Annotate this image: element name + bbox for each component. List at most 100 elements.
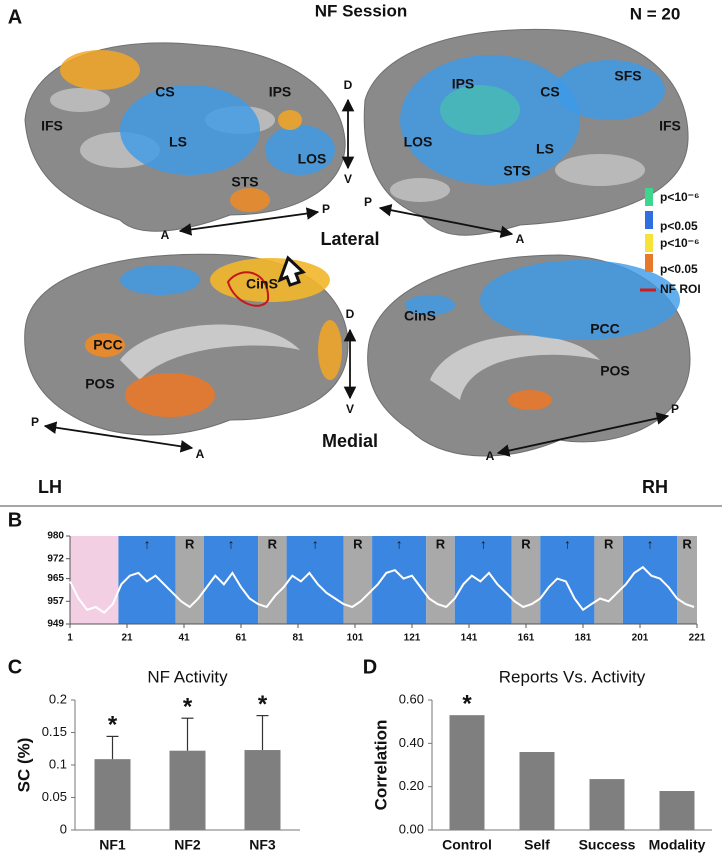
y-tick-label: 0.20 bbox=[399, 778, 424, 793]
significance-mark: * bbox=[462, 691, 472, 718]
panel-label: C bbox=[8, 656, 22, 678]
block-label: R bbox=[436, 536, 446, 551]
block bbox=[118, 536, 176, 624]
legend-swatch bbox=[645, 234, 653, 252]
legend-swatch bbox=[645, 188, 653, 206]
x-tick-label: Self bbox=[524, 837, 550, 853]
y-tick-label: 0.2 bbox=[49, 691, 67, 706]
y-tick-label: 0.05 bbox=[42, 789, 67, 804]
block bbox=[426, 536, 455, 624]
y-tick-label: 0.00 bbox=[399, 821, 424, 836]
chart-title: NF Activity bbox=[147, 667, 228, 686]
block-label: ↑ bbox=[144, 536, 151, 551]
region-label: STS bbox=[231, 174, 258, 190]
block-label: R bbox=[268, 536, 278, 551]
view-label: Lateral bbox=[320, 229, 379, 249]
brain-lateral-lh bbox=[24, 42, 346, 232]
significance-mark: * bbox=[258, 691, 268, 718]
bar bbox=[519, 752, 555, 830]
block-label: ↑ bbox=[312, 536, 319, 551]
region-label: IFS bbox=[41, 118, 63, 134]
block-label: R bbox=[521, 536, 531, 551]
y-tick-label: 972 bbox=[47, 553, 64, 564]
x-tick-label: 21 bbox=[121, 633, 133, 644]
bar bbox=[244, 750, 281, 830]
direction-label: D bbox=[346, 307, 355, 321]
bar bbox=[449, 715, 485, 830]
region-label: SFS bbox=[614, 68, 641, 84]
region-label: IPS bbox=[452, 76, 475, 92]
block-label: R bbox=[604, 536, 614, 551]
brain-medial-lh bbox=[24, 253, 349, 436]
region-label: STS bbox=[503, 163, 530, 179]
significance-mark: * bbox=[183, 694, 193, 721]
x-tick-label: 201 bbox=[632, 633, 649, 644]
region-label: IPS bbox=[269, 84, 292, 100]
x-tick-label: NF3 bbox=[249, 837, 276, 853]
y-tick-label: 0.15 bbox=[42, 724, 67, 739]
x-tick-label: 81 bbox=[292, 633, 304, 644]
y-tick-label: 980 bbox=[47, 531, 64, 542]
bar bbox=[659, 791, 695, 830]
y-tick-label: 949 bbox=[47, 619, 64, 630]
direction-label: A bbox=[196, 447, 205, 461]
bar bbox=[169, 750, 206, 830]
x-tick-label: 121 bbox=[404, 633, 421, 644]
signal-line bbox=[69, 565, 695, 614]
x-tick-label: 161 bbox=[518, 633, 535, 644]
significance-mark: * bbox=[108, 712, 118, 739]
block bbox=[594, 536, 623, 624]
hemisphere-label: LH bbox=[38, 477, 62, 497]
panel-title: NF Session bbox=[315, 1, 408, 20]
y-axis-label: Correlation bbox=[371, 720, 390, 811]
chart-title: Reports Vs. Activity bbox=[499, 667, 646, 686]
direction-label: A bbox=[486, 449, 495, 463]
region-label: PCC bbox=[590, 321, 620, 337]
block bbox=[70, 536, 119, 624]
x-tick-label: 1 bbox=[67, 633, 73, 644]
x-tick-label: 101 bbox=[347, 633, 364, 644]
block-label: R bbox=[185, 536, 195, 551]
x-tick-label: Control bbox=[442, 837, 492, 853]
block bbox=[258, 536, 287, 624]
block bbox=[343, 536, 373, 624]
region-label: POS bbox=[600, 363, 630, 379]
y-tick-label: 0.40 bbox=[399, 735, 424, 750]
block-label: R bbox=[682, 536, 692, 551]
x-tick-label: Modality bbox=[649, 837, 706, 853]
region-label: CS bbox=[155, 84, 174, 100]
legend-swatch bbox=[645, 211, 653, 229]
y-tick-label: 0 bbox=[60, 821, 67, 836]
direction-label: P bbox=[364, 195, 372, 209]
legend-swatch bbox=[645, 254, 653, 272]
block-label: ↑ bbox=[480, 536, 487, 551]
region-label: LOS bbox=[404, 134, 433, 150]
direction-label: V bbox=[344, 172, 352, 186]
block bbox=[175, 536, 204, 624]
x-tick-label: NF2 bbox=[174, 837, 201, 853]
region-label: LOS bbox=[298, 151, 327, 167]
region-label: LS bbox=[536, 141, 554, 157]
region-label: LS bbox=[169, 134, 187, 150]
block-label: ↑ bbox=[396, 536, 403, 551]
legend-label: p<0.05 bbox=[660, 262, 698, 276]
block-label: R bbox=[353, 536, 363, 551]
panel-label: B bbox=[8, 509, 22, 531]
direction-label: P bbox=[671, 402, 679, 416]
x-tick-label: 141 bbox=[461, 633, 478, 644]
block-label: ↑ bbox=[564, 536, 571, 551]
direction-label: A bbox=[516, 232, 525, 246]
region-label: PCC bbox=[93, 337, 123, 353]
direction-label: D bbox=[344, 78, 353, 92]
region-label: CinS bbox=[246, 276, 278, 292]
region-label: IFS bbox=[659, 118, 681, 134]
brain-lateral-rh bbox=[363, 28, 689, 236]
n-label: N = 20 bbox=[630, 4, 681, 23]
hemisphere-label: RH bbox=[642, 477, 668, 497]
brain-medial-rh bbox=[367, 254, 691, 457]
block bbox=[622, 536, 678, 624]
x-tick-label: Success bbox=[579, 837, 636, 853]
x-tick-label: 61 bbox=[235, 633, 247, 644]
x-tick-label: 41 bbox=[178, 633, 190, 644]
